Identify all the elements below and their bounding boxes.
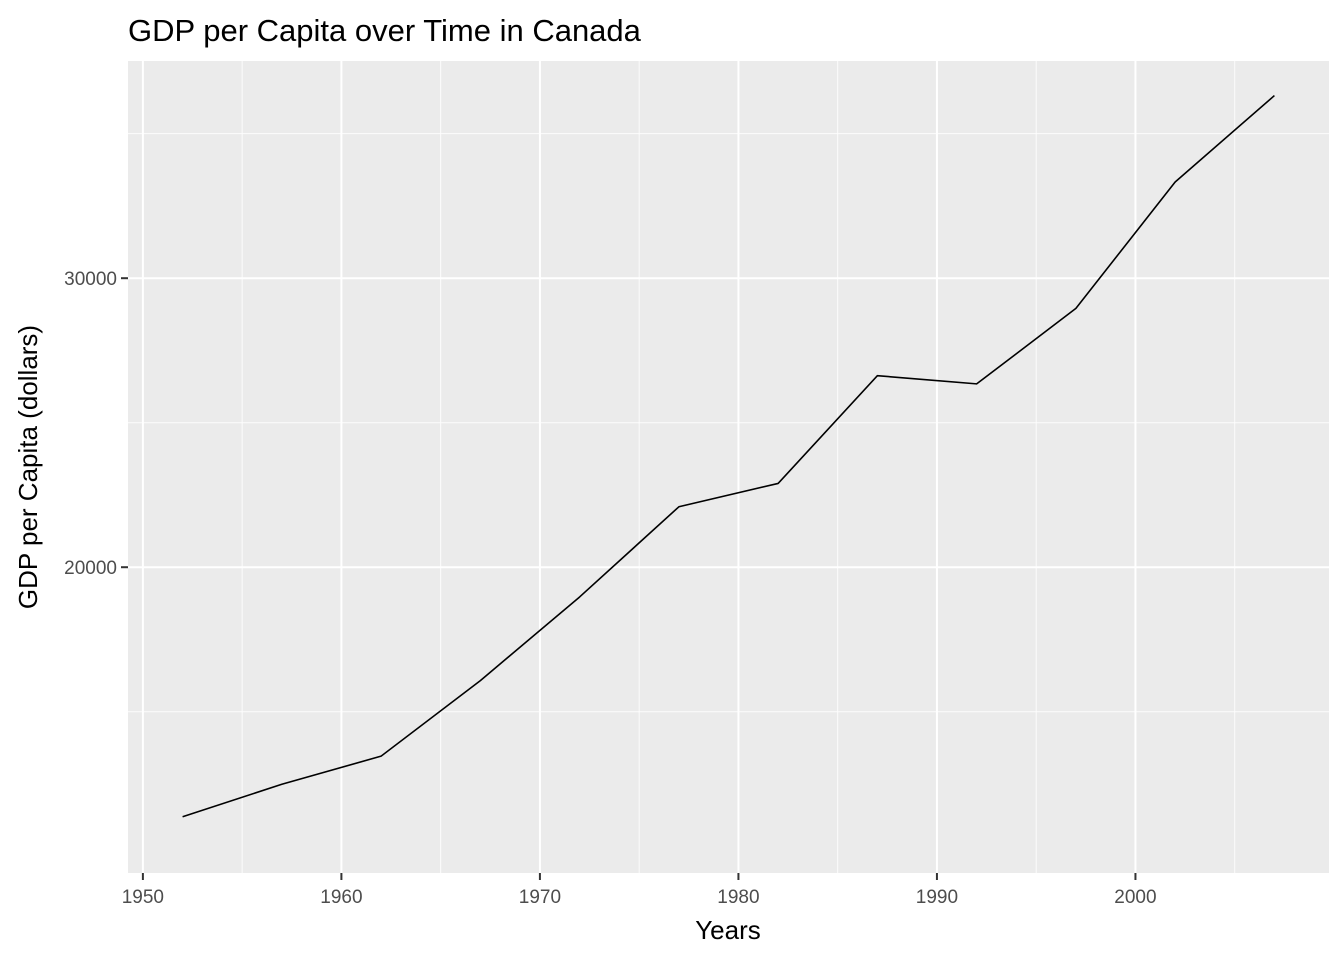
grid-minor-layer [128, 61, 1329, 873]
x-tick-label: 1970 [519, 887, 561, 908]
grid-major-layer [128, 61, 1329, 873]
y-axis: 20000 30000 [64, 269, 128, 579]
chart-title: GDP per Capita over Time in Canada [128, 13, 642, 48]
x-axis: 1950 1960 1970 1980 1990 2000 [122, 873, 1157, 908]
y-tick-label: 30000 [64, 269, 117, 290]
x-tick-label: 1950 [122, 887, 164, 908]
y-axis-title: GDP per Capita (dollars) [13, 325, 43, 609]
gdp-per-capita-line [182, 94, 1275, 818]
x-axis-title: Years [695, 915, 761, 945]
plot-panel [128, 61, 1329, 873]
x-tick-label: 1990 [916, 887, 958, 908]
x-tick-label: 2000 [1114, 887, 1156, 908]
y-tick-label: 20000 [64, 558, 117, 579]
x-tick-label: 1980 [717, 887, 759, 908]
x-tick-label: 1960 [320, 887, 362, 908]
